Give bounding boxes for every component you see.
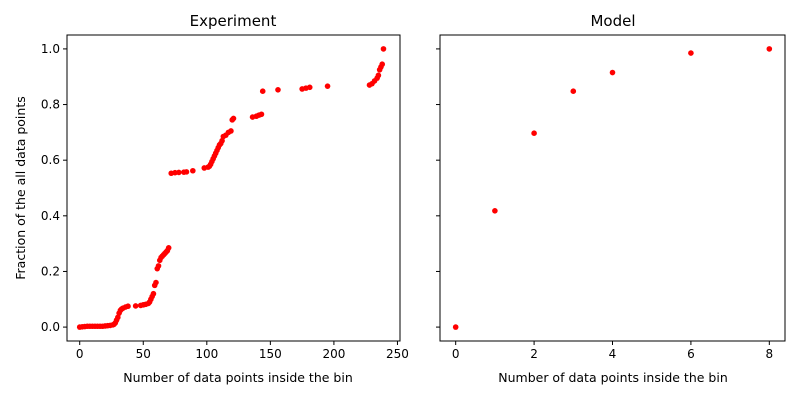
model-marks	[452, 46, 773, 330]
data-point	[132, 303, 139, 309]
data-point	[228, 128, 234, 134]
data-point	[324, 83, 331, 89]
data-point	[275, 87, 281, 93]
data-point	[258, 111, 265, 118]
x-tick-label: 250	[386, 347, 409, 361]
y-tick-label: 1.0	[41, 42, 60, 56]
x-tick-label: 8	[765, 347, 773, 361]
data-point	[609, 69, 616, 76]
data-point	[150, 290, 157, 297]
experiment-x-axis-label: Number of data points inside the bin	[123, 370, 353, 385]
experiment-panel: Experiment 0 50 100 150 200 250 0.00.20.40.60…	[13, 12, 409, 385]
data-point	[230, 115, 237, 122]
data-point	[375, 72, 382, 79]
data-point	[452, 324, 459, 330]
experiment-axes-frame	[66, 34, 401, 342]
data-point	[155, 263, 162, 269]
model-panel: Model 0 2 4 6 8 Number of data points inside…	[436, 12, 786, 385]
data-point	[183, 169, 190, 175]
experiment-title: Experiment	[190, 12, 277, 30]
data-point	[688, 50, 694, 56]
data-point	[125, 303, 131, 310]
model-x-axis-label: Number of data points inside the bin	[498, 370, 728, 385]
x-tick-label: 0	[76, 347, 84, 361]
data-point	[570, 88, 577, 94]
experiment-y-ticks: 0.0 0.2 0.4 0.6 0.8 1.0	[41, 42, 67, 334]
data-point	[176, 169, 182, 176]
data-point	[259, 88, 266, 94]
data-point	[190, 167, 196, 174]
x-tick-label: 50	[136, 347, 151, 361]
x-tick-label: 150	[259, 347, 282, 361]
x-tick-label: 6	[687, 347, 695, 361]
model-x-ticks: 0 2 4 6 8	[452, 341, 773, 361]
y-tick-label: 0.4	[41, 209, 60, 223]
data-point	[380, 46, 387, 52]
y-tick-label: 0.0	[41, 320, 60, 334]
x-tick-label: 100	[195, 347, 218, 361]
model-y-ticks	[436, 48, 440, 328]
model-title: Model	[590, 12, 635, 30]
data-point	[492, 208, 498, 214]
data-point	[165, 245, 172, 251]
y-tick-label: 0.8	[41, 98, 60, 112]
data-point	[153, 279, 159, 286]
data-point	[766, 46, 773, 52]
experiment-x-ticks: 0 50 100 150 200 250	[76, 341, 409, 361]
y-tick-label: 0.6	[41, 153, 60, 167]
x-tick-label: 200	[322, 347, 345, 361]
x-tick-label: 4	[609, 347, 617, 361]
experiment-marks	[76, 46, 387, 330]
data-point	[379, 61, 386, 68]
x-tick-label: 2	[530, 347, 538, 361]
x-tick-label: 0	[452, 347, 460, 361]
model-axes-frame	[439, 34, 786, 342]
data-point	[531, 130, 537, 136]
y-axis-label: Fraction of the all data points	[13, 96, 28, 279]
y-tick-label: 0.2	[41, 264, 60, 278]
data-point	[306, 84, 313, 91]
